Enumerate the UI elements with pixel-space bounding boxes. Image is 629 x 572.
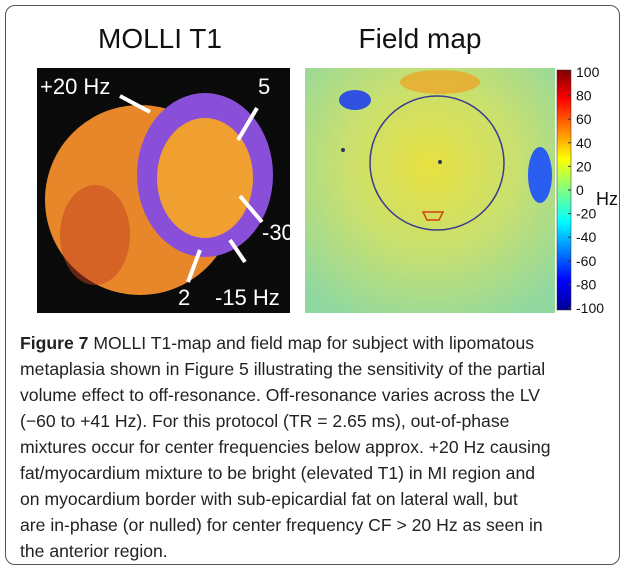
caption-text: on myocardium border with sub-epicardial… bbox=[20, 489, 518, 509]
caption-line: are in-phase (or nulled) for center freq… bbox=[20, 512, 551, 538]
tick-label: -40 bbox=[576, 229, 596, 245]
caption-line: the anterior region. bbox=[20, 538, 551, 564]
tick-label: -100 bbox=[576, 300, 604, 316]
annotation: -30 bbox=[262, 220, 294, 245]
caption-line: on myocardium border with sub-epicardial… bbox=[20, 486, 551, 512]
caption-text: mixtures occur for center frequencies be… bbox=[20, 437, 551, 457]
caption-line: fat/myocardium mixture to be bright (ele… bbox=[20, 460, 551, 486]
caption: Figure 7 MOLLI T1-map and field map for … bbox=[20, 330, 551, 564]
caption-text: are in-phase (or nulled) for center freq… bbox=[20, 515, 543, 535]
caption-text: the anterior region. bbox=[20, 541, 168, 561]
caption-text: metaplasia shown in Figure 5 illustratin… bbox=[20, 359, 545, 379]
annotation: 5 bbox=[258, 74, 270, 99]
tick-label: 80 bbox=[576, 88, 592, 104]
caption-line: volume effect to off-resonance. Off-reso… bbox=[20, 382, 551, 408]
caption-line: Figure 7 MOLLI T1-map and field map for … bbox=[20, 330, 551, 356]
tick-label: -60 bbox=[576, 253, 596, 269]
annotation: +20 Hz bbox=[40, 74, 110, 99]
annotation: 2 bbox=[178, 285, 190, 310]
annotation: -15 Hz bbox=[215, 285, 280, 310]
panel-title: Field map bbox=[359, 23, 482, 54]
caption-line: mixtures occur for center frequencies be… bbox=[20, 434, 551, 460]
caption-text: (−60 to +41 Hz). For this protocol (TR =… bbox=[20, 411, 509, 431]
caption-label: Figure 7 bbox=[20, 333, 88, 353]
caption-line: metaplasia shown in Figure 5 illustratin… bbox=[20, 356, 551, 382]
colorbar-unit: Hz bbox=[596, 189, 618, 209]
tick-label: 60 bbox=[576, 111, 592, 127]
caption-text: volume effect to off-resonance. Off-reso… bbox=[20, 385, 540, 405]
tick-label: 20 bbox=[576, 158, 592, 174]
caption-line: (−60 to +41 Hz). For this protocol (TR =… bbox=[20, 408, 551, 434]
tick-label: -80 bbox=[576, 276, 596, 292]
tick-label: 40 bbox=[576, 135, 592, 151]
tick-label: -20 bbox=[576, 206, 596, 222]
caption-text: fat/myocardium mixture to be bright (ele… bbox=[20, 463, 535, 483]
panel-title: MOLLI T1 bbox=[98, 23, 222, 54]
caption-text: MOLLI T1-map and field map for subject w… bbox=[88, 333, 534, 353]
figure: MOLLI T1 Field map +20 Hz 5 -30 2 -15 Hz… bbox=[0, 0, 629, 330]
tick-label: 100 bbox=[576, 64, 600, 80]
field-map-image bbox=[305, 68, 555, 313]
page: MOLLI T1 Field map +20 Hz 5 -30 2 -15 Hz… bbox=[0, 0, 629, 572]
tick-label: 0 bbox=[576, 182, 584, 198]
